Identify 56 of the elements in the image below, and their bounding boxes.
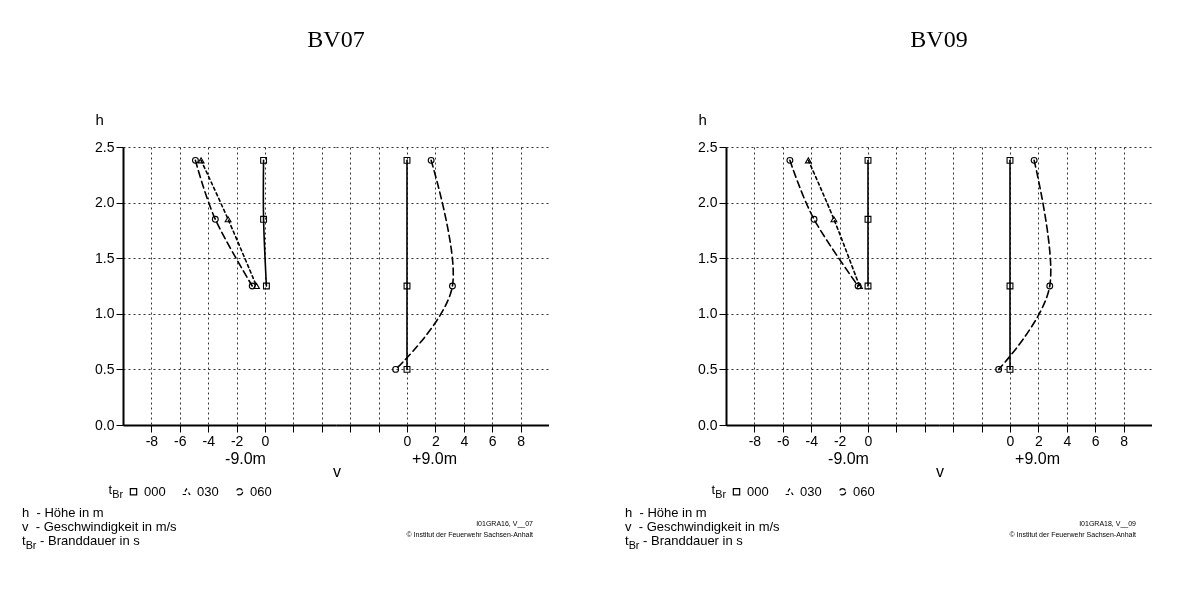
y-tick-label: 2.0 <box>698 194 718 211</box>
legend-label: 060 <box>250 483 272 499</box>
y-tick-label: 1.0 <box>698 305 718 322</box>
text: h - Höhe in m <box>625 505 707 520</box>
y-axis-title: h <box>698 110 707 128</box>
text: t$_{Br}$ - Branddauer in s <box>22 533 140 551</box>
y-tick-label: 1.0 <box>95 305 115 322</box>
x-tick-label: 2 <box>1035 432 1043 449</box>
legend-label: 000 <box>144 483 166 499</box>
x-tick-label: -8 <box>748 432 762 449</box>
legend-label: 000 <box>747 483 769 499</box>
text: v <box>936 463 944 481</box>
legend-label: 030 <box>800 483 822 499</box>
legend-title: t$_{Br}$ <box>108 482 123 500</box>
x-tick-label: 6 <box>488 432 497 449</box>
text: t$_{Br}$ - Branddauer in s <box>625 533 743 551</box>
y-tick-label: 1.5 <box>698 249 718 266</box>
x-tick-label: 0 <box>1006 432 1015 449</box>
text: v <box>333 463 341 481</box>
x-tick-label: 4 <box>460 432 469 449</box>
x-axis-title: -9.0m <box>828 449 869 467</box>
x-tick-label: -8 <box>145 432 159 449</box>
text: h - Höhe in m <box>22 505 104 520</box>
x-tick-label: 0 <box>261 432 270 449</box>
chart-title: BV09 <box>910 26 968 53</box>
y-tick-label: 0.0 <box>698 416 718 433</box>
text: v - Geschwindigkeit in m/s <box>22 519 177 534</box>
x-tick-label: -2 <box>833 432 847 449</box>
x-tick-label: -4 <box>805 432 819 449</box>
y-tick-label: 0.5 <box>95 360 115 377</box>
legend-label: 060 <box>853 483 875 499</box>
y-axis-title: h <box>95 110 104 128</box>
x-tick-label: -2 <box>230 432 244 449</box>
y-tick-label: 2.0 <box>95 194 115 211</box>
x-tick-label: 0 <box>403 432 412 449</box>
x-tick-label: 0 <box>864 432 873 449</box>
y-tick-label: 0.0 <box>95 416 115 433</box>
y-tick-label: 2.5 <box>698 138 718 155</box>
x-tick-label: -6 <box>777 432 790 449</box>
x-axis-title: +9.0m <box>412 449 457 467</box>
x-tick-label: 2 <box>432 432 440 449</box>
x-axis-title: +9.0m <box>1015 449 1060 467</box>
x-tick-label: 8 <box>1120 432 1129 449</box>
x-tick-label: 8 <box>517 432 526 449</box>
x-tick-label: -6 <box>174 432 187 449</box>
chart-title: BV07 <box>307 26 365 53</box>
x-tick-label: -4 <box>202 432 216 449</box>
legend-label: 030 <box>197 483 219 499</box>
x-tick-label: 4 <box>1063 432 1072 449</box>
y-tick-label: 2.5 <box>95 138 115 155</box>
x-tick-label: 6 <box>1091 432 1100 449</box>
legend-title: t$_{Br}$ <box>711 482 726 500</box>
text: v - Geschwindigkeit in m/s <box>625 519 780 534</box>
y-tick-label: 0.5 <box>698 360 718 377</box>
y-tick-label: 1.5 <box>95 249 115 266</box>
x-axis-title: -9.0m <box>225 449 266 467</box>
